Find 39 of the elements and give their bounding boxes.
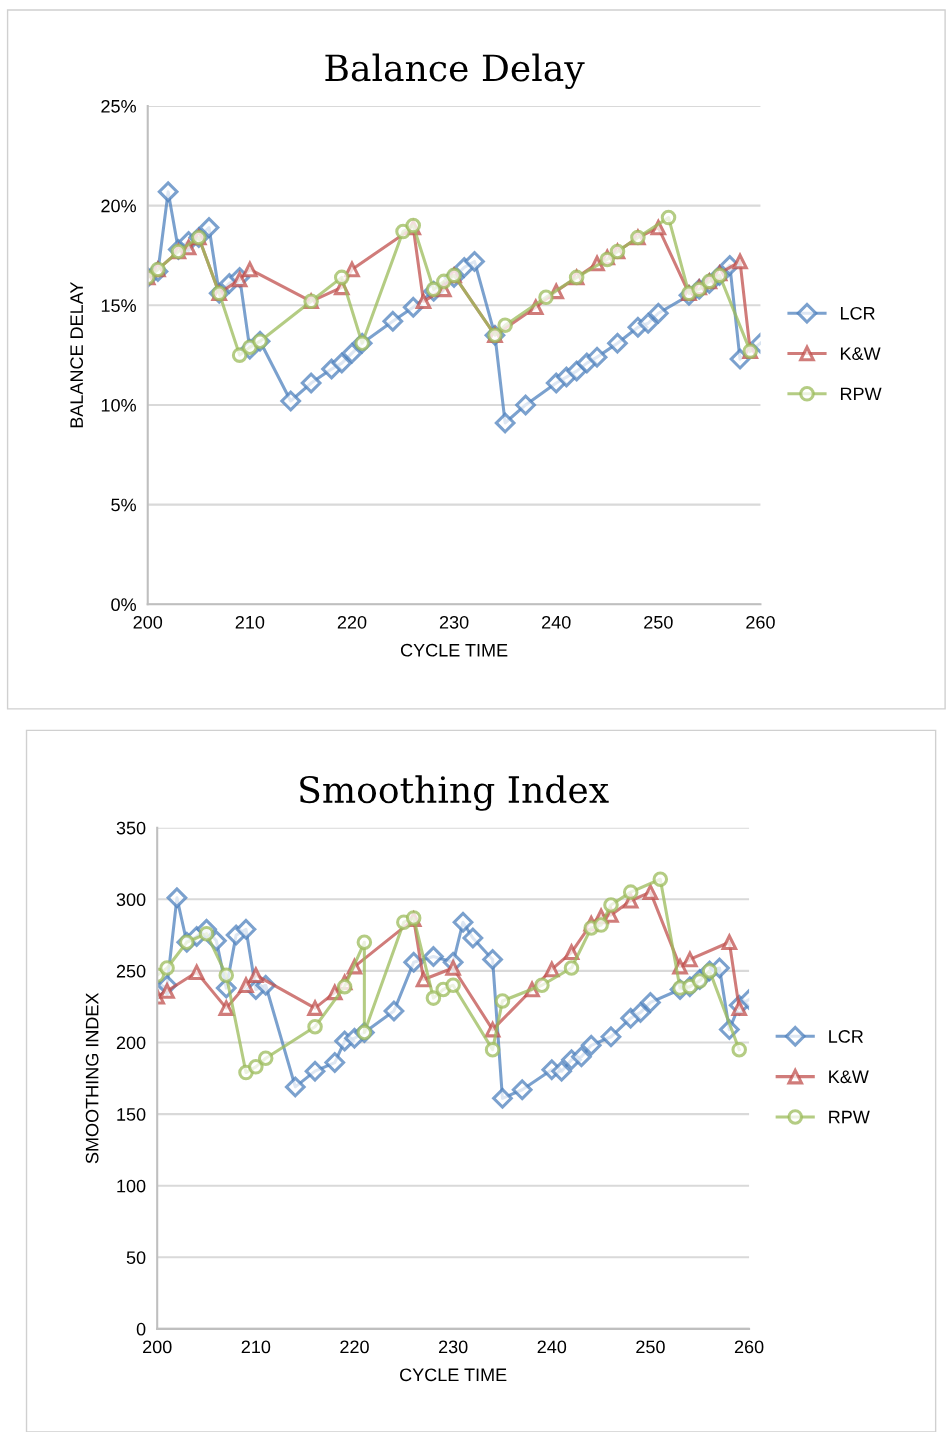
y-tick-label: 350 — [116, 821, 146, 835]
x-tick-label: 240 — [537, 1340, 567, 1354]
legend-label: LCR — [829, 1030, 863, 1043]
y-tick-label: 15% — [101, 299, 136, 313]
x-axis-title: CYCLE TIME — [400, 1368, 507, 1382]
y-tick-label: 200 — [116, 1036, 146, 1050]
x-tick-label: 230 — [439, 615, 469, 629]
x-tick-label: 200 — [143, 1340, 172, 1354]
x-tick-label: 260 — [746, 615, 775, 629]
y-tick-label: 50 — [126, 1251, 146, 1265]
x-tick-label: 220 — [340, 1340, 369, 1354]
chart-title: Smoothing Index — [300, 775, 609, 811]
y-tick-label: 20% — [101, 199, 136, 213]
x-tick-label: 250 — [644, 615, 673, 629]
legend-label: K&W — [840, 347, 881, 360]
y-tick-label: 250 — [116, 964, 146, 978]
legend-label: K&W — [829, 1070, 869, 1084]
y-tick-label: 10% — [101, 398, 136, 412]
legend-label: RPW — [840, 387, 882, 401]
x-tick-label: 210 — [235, 615, 265, 629]
y-tick-label: 150 — [117, 1108, 146, 1121]
legend-label: RPW — [829, 1110, 870, 1124]
x-tick-label: 250 — [636, 1340, 665, 1354]
x-tick-label: 260 — [734, 1340, 764, 1354]
y-tick-label: 0% — [111, 598, 136, 612]
y-axis-title: SMOOTHING INDEX — [85, 992, 99, 1164]
x-axis-title: CYCLE TIME — [400, 643, 508, 657]
legend-label: LCR — [840, 306, 875, 320]
x-tick-label: 210 — [241, 1340, 271, 1354]
y-tick-label: 300 — [116, 893, 146, 907]
y-tick-label: 25% — [101, 99, 136, 113]
chart-title: Balance Delay — [325, 53, 585, 89]
x-tick-label: 220 — [337, 615, 367, 629]
x-tick-label: 230 — [438, 1340, 468, 1354]
y-tick-label: 100 — [117, 1179, 146, 1193]
y-tick-label: 5% — [111, 498, 136, 512]
x-tick-label: 240 — [542, 615, 571, 629]
y-axis-title: BALANCE DELAY — [70, 281, 84, 428]
y-tick-label: 0 — [136, 1322, 146, 1336]
